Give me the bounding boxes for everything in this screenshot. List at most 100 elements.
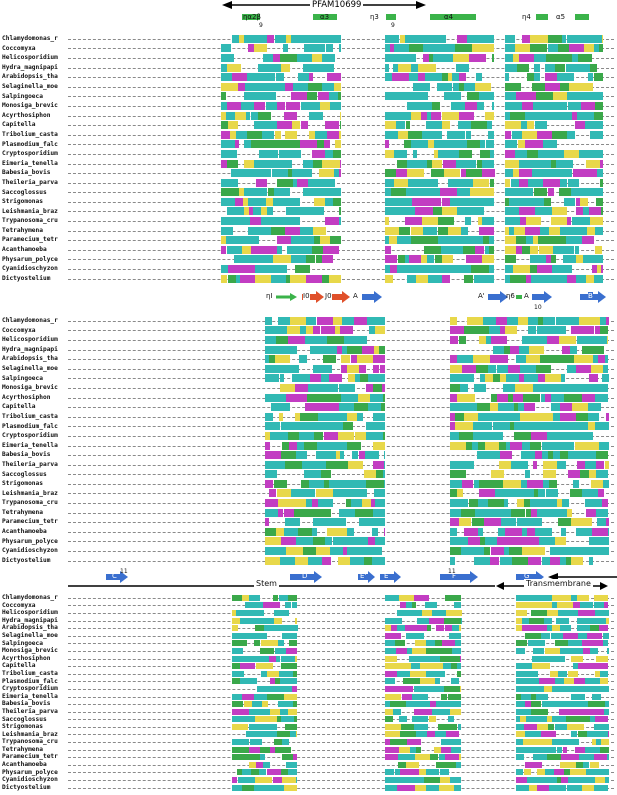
residue-block [341,537,350,546]
residue-block [231,723,249,730]
residue-block [548,274,554,283]
residue-block [492,422,510,431]
residue-block [598,489,604,498]
residue-block [515,754,525,761]
residue-block [594,326,600,335]
residue-block [533,489,539,498]
residue-block [264,508,279,517]
residue-block [446,130,453,139]
residue-block [508,197,517,206]
residue-block [587,73,594,82]
residue-block [443,663,451,670]
residue-block [220,111,227,120]
residue-block [572,169,583,178]
residue-block [540,393,546,402]
residue-block [236,274,241,283]
residue-block [254,274,271,283]
residue-block [520,217,527,226]
residue-block [312,159,323,168]
residue-block [240,274,255,283]
residue-block [399,685,414,692]
residue-block [414,708,433,715]
species-name: Eimeria_tenella [2,159,58,167]
residue-block [320,422,327,431]
residue-block [405,701,414,708]
residue-block [567,364,577,373]
species-name: Dictyostelium [2,783,51,791]
species-name: Dictyostelium [2,274,51,282]
species-name: Monosiga_brevic [2,647,58,655]
residue-block [437,73,443,82]
residue-block [254,44,268,53]
residue-block [486,335,492,344]
residue-block [583,82,594,91]
residue-block [428,140,435,149]
residue-block [283,140,301,149]
residue-block [557,777,562,784]
residue-block [231,746,249,753]
sequence-row [68,412,614,422]
residue-block [307,82,322,91]
residue-block [384,178,390,187]
residue-block [259,746,270,753]
residue-block [569,44,584,53]
residue-block [516,499,525,508]
residue-block [293,754,298,761]
residue-block [384,731,401,738]
residue-block [542,777,551,784]
residue-block [406,188,423,197]
residue-block [513,403,519,412]
residue-block [268,140,284,149]
residue-block [546,422,555,431]
residue-block [602,632,609,639]
residue-block [256,602,264,609]
species-name: Acanthamoeba [2,761,47,769]
sequence-row [68,693,614,701]
residue-block [405,121,410,130]
residue-block [518,345,529,354]
residue-block [525,701,531,708]
residue-block [588,556,593,565]
residue-block [323,431,339,440]
residue-block [391,207,408,216]
residue-block [304,245,313,254]
residue-block [264,451,281,460]
residue-block [270,274,286,283]
residue-block [231,625,238,632]
residue-block [260,754,266,761]
residue-block [563,53,573,62]
species-name: Saccoglossus [2,470,47,478]
residue-block [490,547,505,556]
residue-block [317,508,332,517]
residue-block [335,547,343,556]
residue-block [339,326,353,335]
residue-block [535,693,548,700]
residue-block [595,245,602,254]
residue-block [528,556,542,565]
residue-block [345,489,358,498]
sequence-row [68,44,614,54]
residue-block [530,701,542,708]
residue-block [326,335,344,344]
residue-block [552,207,561,216]
residue-block [329,479,343,488]
residue-block [439,188,448,197]
residue-block [581,101,595,110]
residue-block [245,731,256,738]
residue-block [264,345,281,354]
residue-block [269,746,275,753]
residue-block [451,746,462,753]
residue-block [510,508,526,517]
residue-block [563,632,579,639]
residue-block [316,34,335,43]
residue-block [554,723,568,730]
residue-block [481,159,488,168]
residue-block [520,121,527,130]
residue-block [384,169,396,178]
residue-block [250,111,258,120]
residue-block [476,197,481,206]
residue-block [251,632,260,639]
residue-block [293,701,298,708]
residue-block [524,499,531,508]
residue-block [282,441,289,450]
